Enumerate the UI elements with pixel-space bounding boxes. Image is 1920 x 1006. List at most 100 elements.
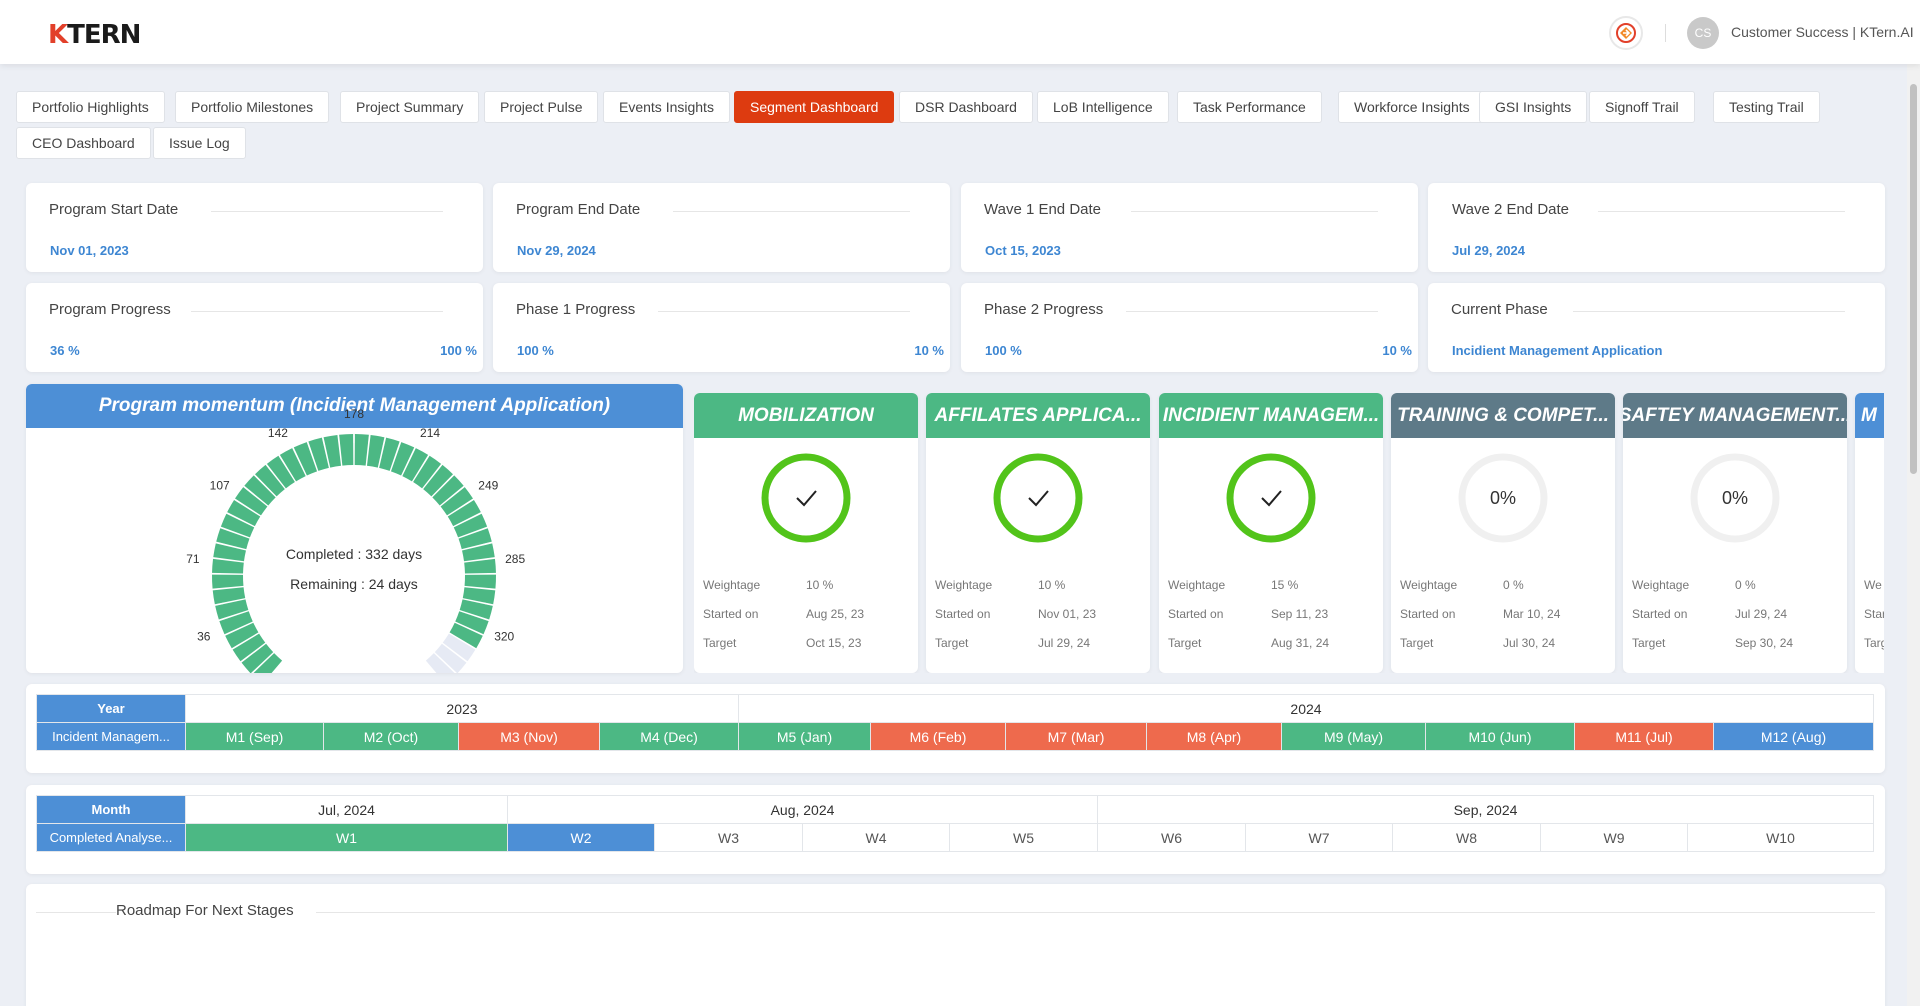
tab-portfolio-milestones[interactable]: Portfolio Milestones — [175, 91, 330, 123]
card-value: Oct 15, 2023 — [985, 243, 1061, 258]
month-sep-2024-cell: Sep, 2024 — [1097, 795, 1874, 824]
target-value: Aug 31, 24 — [1271, 636, 1330, 650]
user-name-label[interactable]: Customer Success | KTern.AI — [1731, 24, 1914, 40]
started-label: Started on — [935, 607, 991, 621]
phase-card-training[interactable]: TRAINING & COMPET... 0% Weightage 0 % Sta… — [1391, 393, 1615, 673]
year-2023-cell: 2023 — [185, 694, 739, 723]
gauge-tick-mark — [266, 465, 273, 472]
week-cell-w1[interactable]: W1 — [185, 823, 508, 852]
tab-testing-trail[interactable]: Testing Trail — [1713, 91, 1820, 123]
gauge-tick-mark — [368, 436, 371, 444]
week-cell-w7[interactable]: W7 — [1245, 823, 1393, 852]
weightage-value: 15 % — [1271, 578, 1299, 592]
remaining-days-text: Remaining : 24 days — [290, 576, 418, 592]
month-cell-m3[interactable]: M3 (Nov) — [458, 722, 600, 751]
user-avatar[interactable]: CS — [1687, 17, 1719, 49]
gauge-segment — [366, 434, 385, 468]
weightage-row: Weightage 10 % — [935, 578, 1065, 592]
tab-dsr-dashboard[interactable]: DSR Dashboard — [899, 91, 1033, 123]
month-cell-m10[interactable]: M10 (Jun) — [1425, 722, 1575, 751]
week-cell-w10[interactable]: W10 — [1687, 823, 1874, 852]
target-label: Targ — [1864, 636, 1884, 650]
gauge-segment — [390, 442, 415, 476]
gauge-segment — [423, 464, 453, 497]
phase-card-mobilization[interactable]: MOBILIZATION Weightage 10 % Started on Aug… — [694, 393, 918, 673]
gauge-segment — [220, 513, 255, 538]
tab-gsi-insights[interactable]: GSI Insights — [1479, 91, 1588, 123]
tab-project-summary[interactable]: Project Summary — [340, 91, 480, 123]
weightage-label: Weightage — [1400, 578, 1458, 592]
gauge-segment — [219, 611, 253, 635]
month-cell-m9[interactable]: M9 (May) — [1281, 722, 1426, 751]
week-cell-w2[interactable]: W2 — [507, 823, 655, 852]
started-label: Started on — [1632, 607, 1688, 621]
week-cell-w6[interactable]: W6 — [1097, 823, 1246, 852]
weightage-value: 0 % — [1503, 578, 1524, 592]
month-cell-m2[interactable]: M2 (Oct) — [323, 722, 459, 751]
month-cell-m8[interactable]: M8 (Apr) — [1146, 722, 1282, 751]
gauge-tick-mark — [216, 602, 224, 606]
tab-workforce-insights[interactable]: Workforce Insights — [1338, 91, 1486, 123]
phase-card-incident-management[interactable]: INCIDIENT MANAGEM... Weightage 15 % Start… — [1159, 393, 1383, 673]
phase-card-affiliates[interactable]: AFFILATES APPLICA... Weightage 10 % Start… — [926, 393, 1150, 673]
gauge-segment — [293, 442, 318, 476]
program-momentum-card: Program momentum (Incidient Management A… — [26, 384, 683, 673]
gauge-segment — [255, 464, 285, 497]
gauge-segment — [253, 653, 283, 673]
card-label: Program Progress — [49, 301, 171, 318]
program-progress-card: Program Progress 36 % 100 % — [26, 283, 483, 372]
gauge-tick-mark — [244, 487, 252, 493]
month-cell-m11[interactable]: M11 (Jul) — [1574, 722, 1714, 751]
month-cell-m7[interactable]: M7 (Mar) — [1005, 722, 1147, 751]
gauge-tick-mark — [467, 643, 475, 649]
gauge-tick-mark — [474, 630, 482, 635]
week-cell-w8[interactable]: W8 — [1392, 823, 1541, 852]
started-value: Sep 11, 23 — [1271, 607, 1329, 621]
week-cell-w3[interactable]: W3 — [654, 823, 803, 852]
phase-card-partial[interactable]: M We Star Targ — [1855, 393, 1884, 673]
gauge-tick-label: 142 — [268, 426, 288, 440]
roadmap-title: Roadmap For Next Stages — [116, 902, 294, 919]
tab-signoff-trail[interactable]: Signoff Trail — [1589, 91, 1695, 123]
completed-days-text: Completed : 332 days — [286, 546, 422, 562]
gauge-segment — [308, 437, 329, 471]
weightage-row: Weightage 10 % — [703, 578, 833, 592]
check-circle-icon — [1226, 453, 1316, 543]
progress-percent: 0% — [1490, 488, 1516, 508]
week-cell-w5[interactable]: W5 — [949, 823, 1098, 852]
gauge-tick-mark — [279, 456, 285, 464]
gauge-segment — [225, 622, 259, 649]
month-cell-m5[interactable]: M5 (Jan) — [738, 722, 871, 751]
week-cell-w9[interactable]: W9 — [1540, 823, 1688, 852]
month-cell-m12[interactable]: M12 (Aug) — [1713, 722, 1874, 751]
tab-portfolio-highlights[interactable]: Portfolio Highlights — [16, 91, 165, 123]
month-cell-m4[interactable]: M4 (Dec) — [599, 722, 739, 751]
card-value: 36 % — [50, 343, 80, 358]
gauge-segment — [442, 633, 476, 662]
phase-card-safety-management[interactable]: SAFTEY MANAGEMENT... 0% Weightage 0 % Sta… — [1623, 393, 1847, 673]
tab-task-performance[interactable]: Task Performance — [1177, 91, 1322, 123]
gauge-tick-mark — [307, 443, 312, 451]
week-cell-w4[interactable]: W4 — [802, 823, 950, 852]
tab-events-insights[interactable]: Events Insights — [603, 91, 730, 123]
page-scrollbar[interactable] — [1907, 64, 1920, 1006]
month-cell-m1[interactable]: M1 (Sep) — [185, 722, 324, 751]
month-cell-m6[interactable]: M6 (Feb) — [870, 722, 1006, 751]
tab-issue-log[interactable]: Issue Log — [153, 127, 246, 159]
tab-project-pulse[interactable]: Project Pulse — [484, 91, 599, 123]
gauge-segment — [213, 543, 246, 562]
gauge-tick-mark — [465, 499, 473, 505]
weekly-status-table: Month Jul, 2024 Aug, 2024 Sep, 2024 Comp… — [36, 795, 1874, 852]
tab-lob-intelligence[interactable]: LoB Intelligence — [1037, 91, 1169, 123]
started-label: Started on — [703, 607, 759, 621]
navigator-icon[interactable] — [1609, 16, 1643, 50]
gauge-tick-label: 71 — [186, 552, 200, 566]
gauge-tick-mark — [217, 542, 225, 546]
progress-ring: 0% — [1690, 453, 1780, 543]
tab-segment-dashboard[interactable]: Segment Dashboard — [734, 91, 895, 123]
tab-ceo-dashboard[interactable]: CEO Dashboard — [16, 127, 151, 159]
scrollbar-thumb[interactable] — [1910, 84, 1917, 474]
gauge-tick-mark — [337, 436, 340, 444]
ktern-logo[interactable]: KTERN — [48, 20, 141, 50]
card-label: Wave 1 End Date — [984, 201, 1102, 218]
